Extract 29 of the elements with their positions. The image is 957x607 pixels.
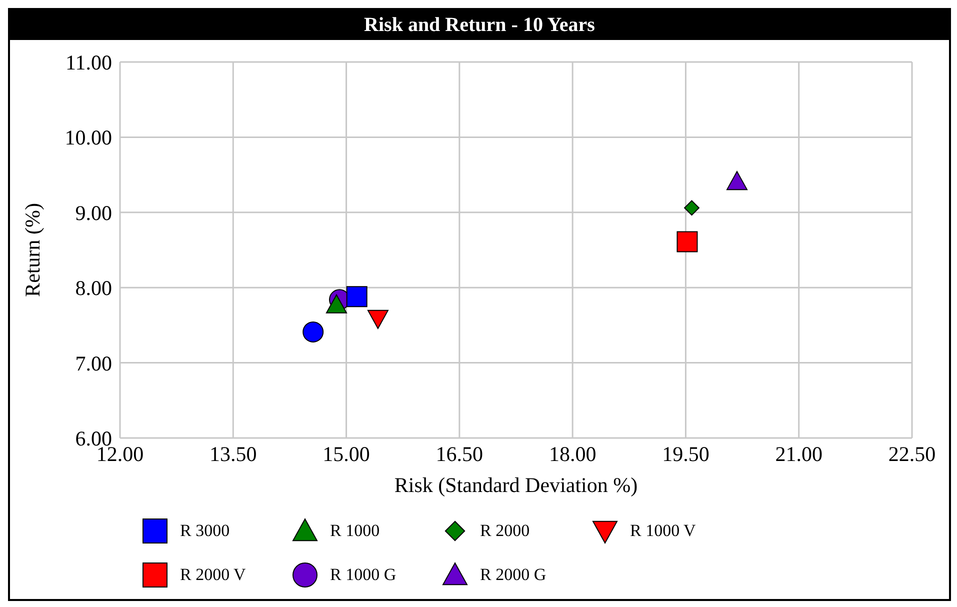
point	[676, 231, 698, 252]
chart-title: Risk and Return - 10 Years	[10, 10, 949, 40]
legend-label: R 1000	[330, 521, 380, 541]
x-tick-label: 19.50	[662, 442, 710, 466]
point	[302, 321, 324, 342]
legend-label: R 1000 G	[330, 565, 396, 585]
x-tick-label: 22.50	[888, 442, 936, 466]
x-tick-label: 18.00	[548, 442, 596, 466]
y-tick-label: 7.00	[75, 351, 112, 376]
x-tick-label: 13.50	[210, 442, 257, 466]
legend-label: R 2000 V	[180, 565, 246, 585]
y-tick-label: 8.00	[75, 276, 112, 300]
point	[367, 310, 388, 329]
x-tick-label: 21.00	[775, 442, 822, 466]
x-tick-label: 15.00	[322, 442, 370, 466]
point	[726, 171, 748, 190]
x-axis-title: Risk (Standard Deviation %)	[394, 473, 638, 497]
y-tick-label: 11.00	[66, 50, 112, 74]
y-tick-label: 9.00	[75, 200, 112, 225]
point	[684, 200, 700, 216]
point	[326, 294, 347, 314]
legend-label: R 2000 G	[480, 565, 546, 585]
y-tick-label: 10.00	[64, 126, 112, 150]
legend-label: R 1000 V	[630, 521, 696, 541]
legend-label: R 3000	[180, 521, 230, 541]
y-axis-title: Return (%)	[20, 203, 44, 297]
x-tick-label: 16.50	[436, 442, 484, 466]
point	[346, 286, 368, 308]
legend-label: R 2000	[480, 521, 530, 541]
